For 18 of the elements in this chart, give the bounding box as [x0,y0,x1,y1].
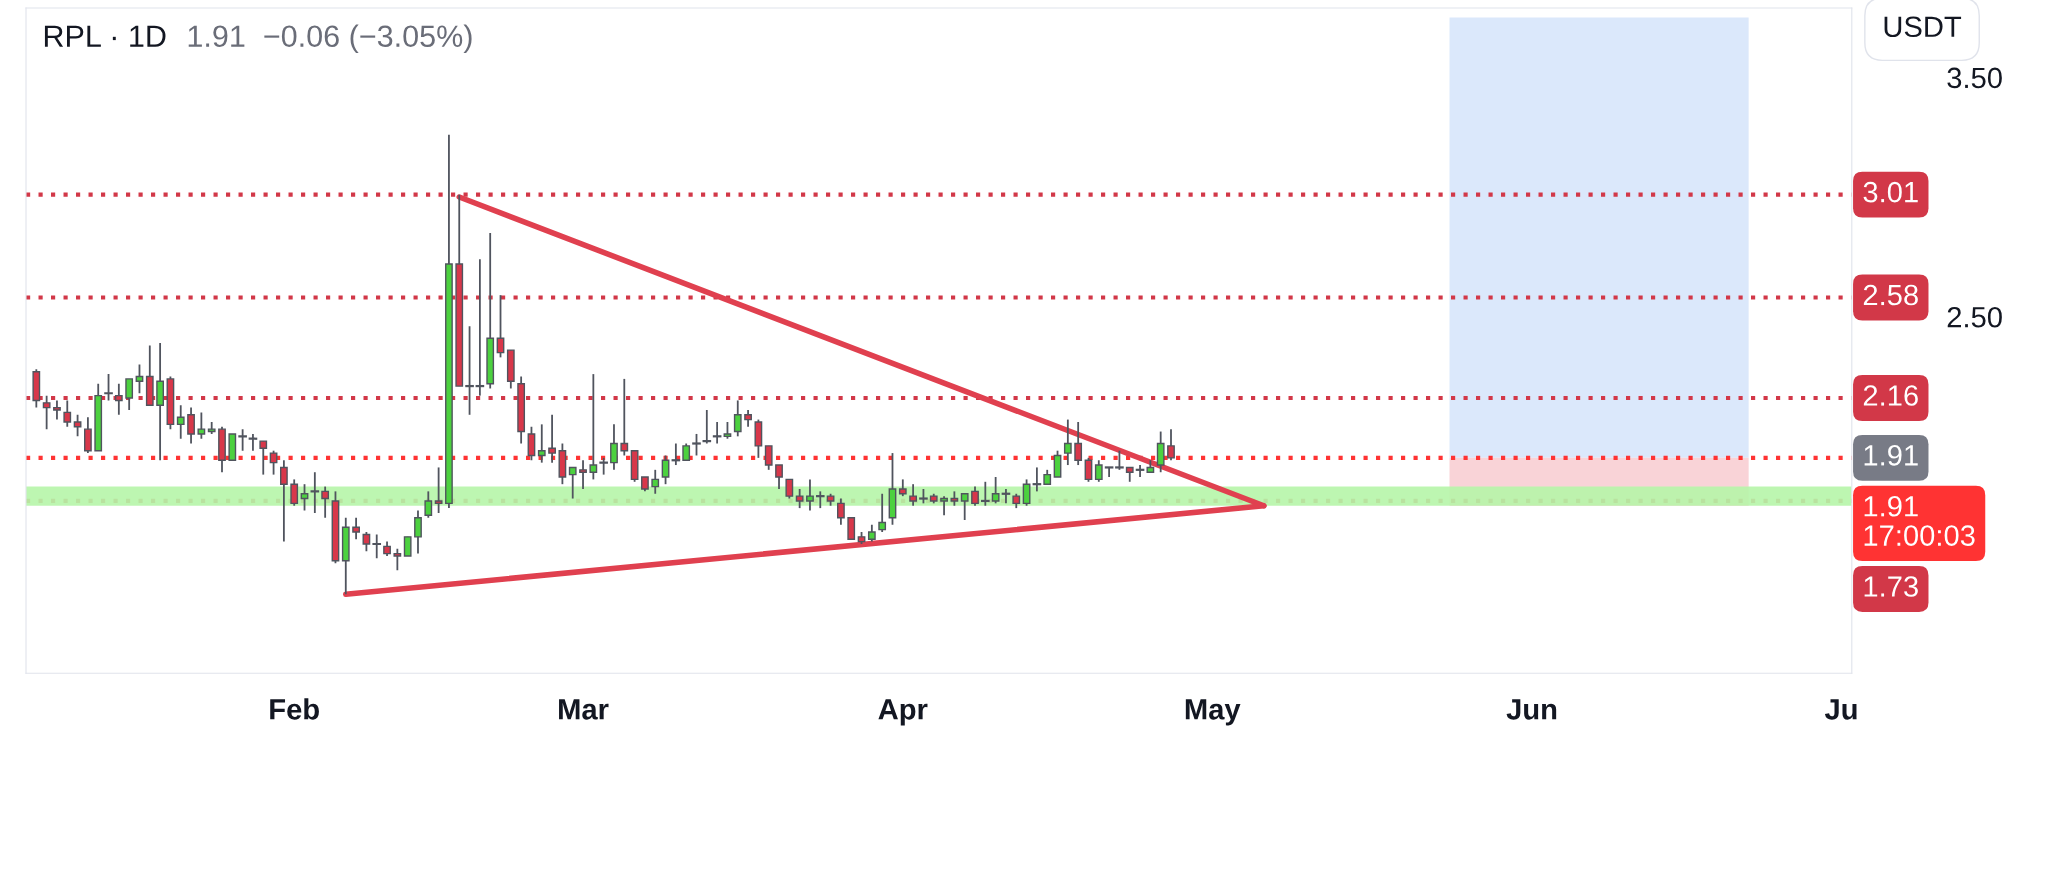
x-tick-label: Feb [270,698,319,720]
y-tick-label: 2.50 [1947,306,2002,328]
y-tick-label: 3.50 [1947,67,2002,89]
text: 1.91 −0.06 (−3.05%) [188,24,472,54]
chart-title: RPL · 1D [44,25,166,47]
x-tick-label: Apr [878,699,928,726]
ref-line-label: 2.16 [1863,385,1918,406]
text: 17:00:03 [1864,525,1975,546]
x-tick-label: Mar [559,699,609,720]
ref-line-label: 1.91 [1864,445,1918,466]
ref-line-label: 2.58 [1863,284,1918,306]
x-tick-label: May [1185,699,1241,726]
x-tick-label: Ju [1824,699,1857,720]
ref-line-label: 1.73 [1864,576,1918,597]
y-axis-title: USDT [1884,16,1962,38]
text: 1.91 [1864,495,1918,517]
x-tick-label: Jun [1506,699,1557,720]
ref-line-label: 3.01 [1863,181,1918,203]
